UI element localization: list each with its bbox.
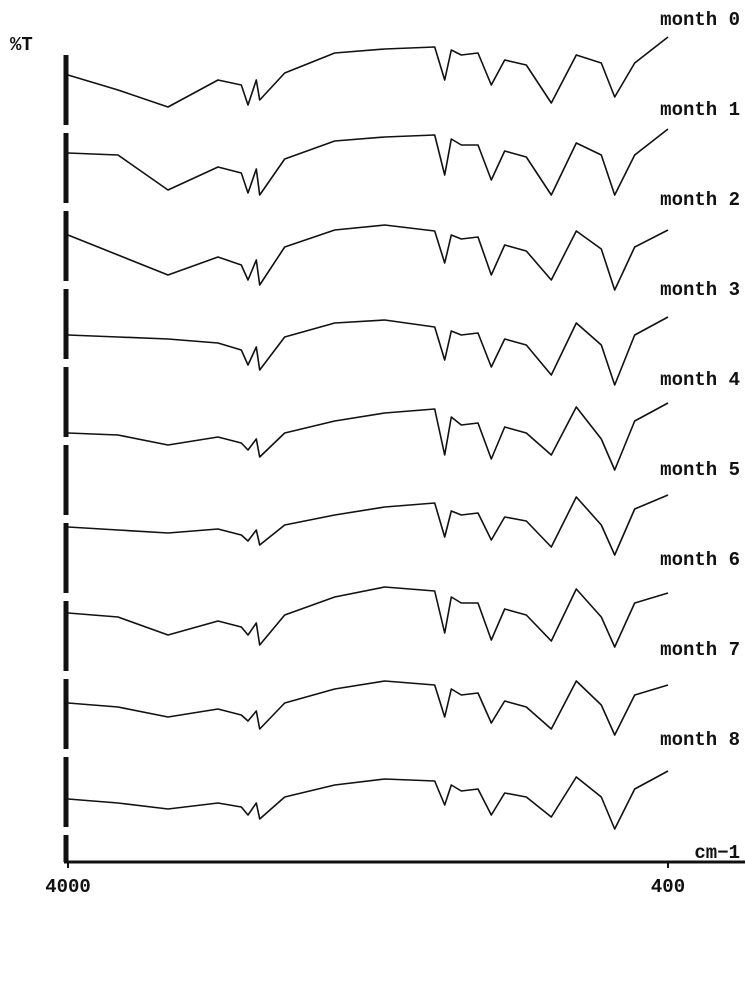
spectrum-line [67, 402, 669, 471]
series-label: month 6 [660, 549, 740, 571]
x-axis-label: cm−1 [694, 842, 740, 864]
series-label: month 1 [660, 99, 740, 121]
spectrum-line [67, 586, 669, 648]
spectrum-line [67, 770, 669, 830]
x-tick-label: 4000 [45, 876, 91, 898]
spectrum-line [67, 128, 669, 196]
spectrum-line [67, 36, 669, 108]
series-label: month 4 [660, 369, 740, 391]
spectrum-line [67, 680, 669, 736]
y-axis-label: %T [10, 34, 33, 56]
spectrum-line [67, 224, 669, 291]
spectrum-line [67, 494, 669, 556]
series-label: month 3 [660, 279, 740, 301]
x-tick-label: 400 [651, 876, 685, 898]
series-label: month 2 [660, 189, 740, 211]
series-label: month 0 [660, 9, 740, 31]
series-label: month 7 [660, 639, 740, 661]
series-label: month 8 [660, 729, 740, 751]
spectrum-line [67, 316, 669, 386]
series-label: month 5 [660, 459, 740, 481]
